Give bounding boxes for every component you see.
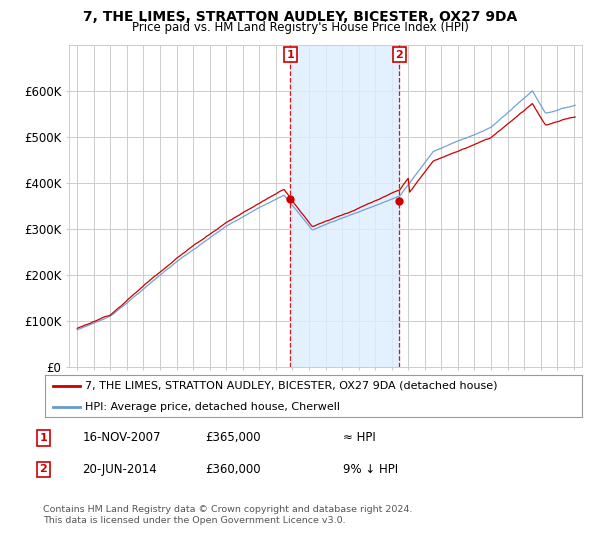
- Bar: [290, 45, 400, 367]
- Text: 7, THE LIMES, STRATTON AUDLEY, BICESTER, OX27 9DA: 7, THE LIMES, STRATTON AUDLEY, BICESTER,…: [83, 10, 517, 24]
- Text: 1: 1: [40, 433, 47, 443]
- Text: £360,000: £360,000: [205, 463, 261, 476]
- Text: 1: 1: [287, 50, 294, 59]
- Text: 16-NOV-2007: 16-NOV-2007: [82, 431, 161, 445]
- Text: Contains HM Land Registry data © Crown copyright and database right 2024.
This d: Contains HM Land Registry data © Crown c…: [43, 505, 413, 525]
- Text: 2: 2: [395, 50, 403, 59]
- Text: 20-JUN-2014: 20-JUN-2014: [82, 463, 157, 476]
- Text: 7, THE LIMES, STRATTON AUDLEY, BICESTER, OX27 9DA (detached house): 7, THE LIMES, STRATTON AUDLEY, BICESTER,…: [85, 381, 498, 391]
- Text: HPI: Average price, detached house, Cherwell: HPI: Average price, detached house, Cher…: [85, 402, 340, 412]
- Text: 9% ↓ HPI: 9% ↓ HPI: [343, 463, 398, 476]
- Text: ≈ HPI: ≈ HPI: [343, 431, 376, 445]
- Text: 2: 2: [40, 464, 47, 474]
- Text: Price paid vs. HM Land Registry's House Price Index (HPI): Price paid vs. HM Land Registry's House …: [131, 21, 469, 34]
- Text: £365,000: £365,000: [205, 431, 261, 445]
